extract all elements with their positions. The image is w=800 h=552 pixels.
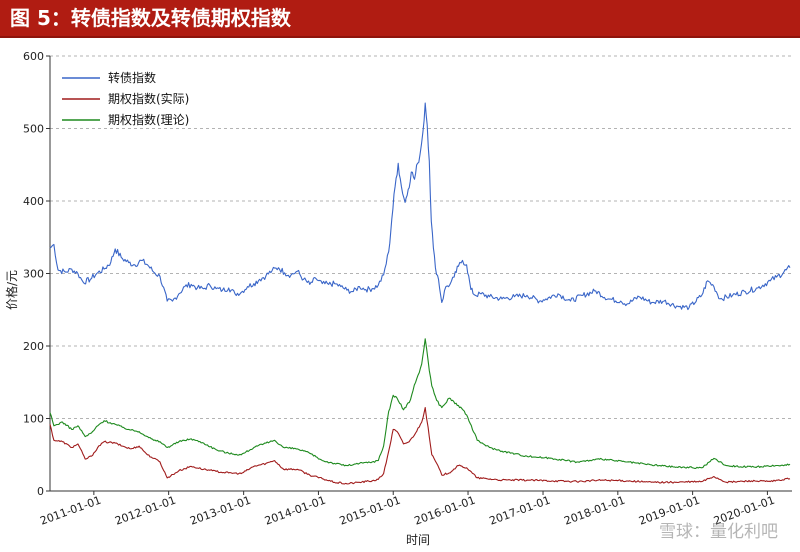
y-tick-label: 600	[23, 50, 44, 63]
series-line-2	[49, 407, 791, 485]
grid-lines	[50, 55, 792, 419]
watermark: 雪球：量化利吧	[659, 522, 778, 542]
legend-label-2: 期权指数(实际)	[108, 91, 189, 106]
figure-title-bar: 图 5：转债指数及转债期权指数	[0, 0, 800, 36]
series-line-3	[49, 338, 791, 469]
x-tick-label: 2013-01-01	[188, 494, 253, 528]
x-tick-label: 2014-01-01	[263, 494, 328, 528]
y-tick-label: 400	[23, 195, 44, 208]
x-tick-label: 2012-01-01	[113, 494, 178, 528]
series-lines	[49, 102, 791, 485]
x-axis-label: 时间	[406, 533, 430, 547]
y-tick-label: 200	[23, 340, 44, 353]
y-tick-label: 500	[23, 123, 44, 136]
legend-label-1: 转债指数	[108, 70, 156, 85]
x-tick-label: 2011-01-01	[38, 494, 103, 528]
x-tick-label: 2015-01-01	[338, 494, 403, 528]
legend-label-3: 期权指数(理论)	[108, 112, 189, 127]
x-tick-label: 2016-01-01	[413, 494, 478, 528]
x-tick-label: 2017-01-01	[488, 494, 553, 528]
series-line-1	[49, 102, 791, 311]
title-underline	[0, 36, 800, 38]
y-axis-label: 价格/元	[4, 270, 19, 310]
x-tick-label: 2018-01-01	[562, 494, 627, 528]
figure-title: 图 5：转债指数及转债期权指数	[10, 6, 291, 30]
y-tick-label: 300	[23, 268, 44, 281]
y-tick-label: 0	[37, 485, 44, 498]
y-tick-label: 100	[23, 413, 44, 426]
